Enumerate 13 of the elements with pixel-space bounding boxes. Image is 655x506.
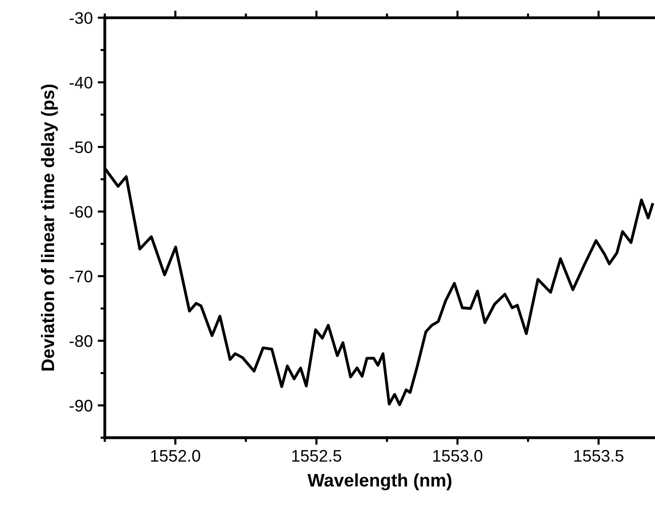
x-tick-label: 1552.5 xyxy=(292,450,342,462)
y-tick-label: -70 xyxy=(70,270,92,282)
x-axis-title: Wavelength (nm) xyxy=(308,473,452,490)
y-tick-label: -60 xyxy=(70,206,92,218)
x-tick-label: 1553.5 xyxy=(574,450,624,462)
x-tick-label: 1552.0 xyxy=(151,450,200,462)
y-tick-label: -30 xyxy=(70,12,92,24)
y-tick-label: -40 xyxy=(70,76,92,89)
y-axis-title: Deviation of linear time delay (ps) xyxy=(40,84,58,370)
y-tick-label: -80 xyxy=(70,335,92,347)
y-tick-label: -90 xyxy=(70,400,92,412)
y-tick-label: -50 xyxy=(70,141,92,154)
x-tick-label: 1553.0 xyxy=(433,450,482,462)
